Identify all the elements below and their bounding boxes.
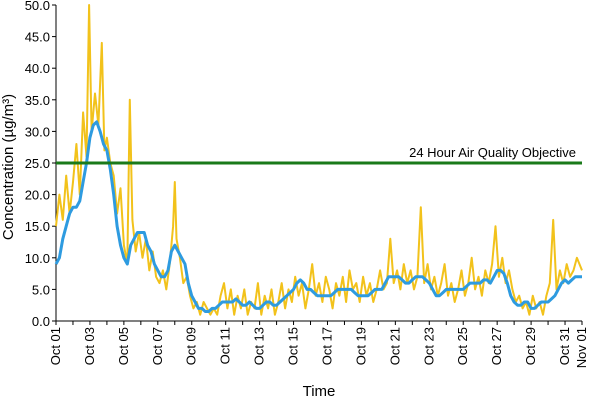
x-axis-title: Time bbox=[303, 383, 336, 400]
x-tick-label: Oct 03 bbox=[82, 327, 97, 365]
x-tick-label: Oct 29 bbox=[523, 327, 538, 365]
x-tick-label: Oct 19 bbox=[353, 327, 368, 365]
series-line-1 bbox=[55, 4, 583, 316]
y-tick-label: 40.0 bbox=[25, 61, 50, 76]
x-tick-label: Oct 23 bbox=[421, 327, 436, 365]
y-tick-label: 30.0 bbox=[25, 124, 50, 139]
x-tick-label: Nov 01 bbox=[574, 327, 589, 368]
x-tick-label: Oct 15 bbox=[286, 327, 301, 365]
x-tick-label: Oct 31 bbox=[557, 327, 572, 365]
y-tick-label: 0.0 bbox=[32, 314, 50, 329]
y-tick-label: 35.0 bbox=[25, 93, 50, 108]
series-line-2 bbox=[54, 120, 582, 313]
y-axis: 0.0 5.0 10.0 15.0 20.0 25.0 30.0 35.0 40.0 45.0 50… bbox=[25, 0, 57, 329]
x-tick-label: Oct 09 bbox=[184, 327, 199, 365]
x-tick-label: Oct 11 bbox=[218, 327, 233, 364]
y-tick-label: 10.0 bbox=[25, 251, 50, 266]
y-tick-label: 50.0 bbox=[25, 0, 50, 13]
y-tick-label: 25.0 bbox=[25, 156, 50, 171]
series-layer bbox=[54, 4, 583, 316]
x-tick-label: Oct 17 bbox=[319, 327, 334, 365]
y-tick-label: 5.0 bbox=[32, 282, 50, 297]
x-tick-label: Oct 05 bbox=[116, 327, 131, 365]
x-tick-label: Oct 13 bbox=[252, 327, 267, 365]
y-tick-label: 20.0 bbox=[25, 188, 50, 203]
reference-line-label: 24 Hour Air Quality Objective bbox=[409, 145, 576, 160]
y-tick-label: 45.0 bbox=[25, 30, 50, 45]
x-tick-label: Oct 01 bbox=[48, 327, 63, 365]
x-tick-label: Oct 27 bbox=[489, 327, 504, 365]
x-tick-label: Oct 21 bbox=[387, 327, 402, 365]
x-axis: Oct 01 Oct 03 Oct 05 Oct 07 Oct 09 Oct 11 Oct … bbox=[48, 320, 589, 368]
x-tick-label: Oct 07 bbox=[150, 327, 165, 365]
y-axis-title: Concentration (µg/m³) bbox=[0, 94, 17, 240]
y-tick-label: 15.0 bbox=[25, 219, 50, 234]
x-tick-label: Oct 25 bbox=[455, 327, 470, 365]
